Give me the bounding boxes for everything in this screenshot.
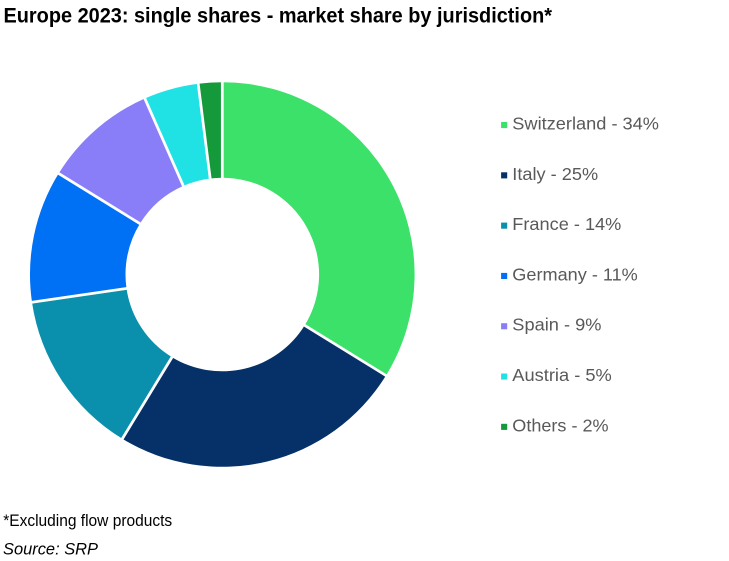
svg-text:Spain - 9%: Spain - 9% <box>512 315 601 335</box>
svg-text:Others - 2%: Others - 2% <box>512 415 609 435</box>
svg-text:Austria - 5%: Austria - 5% <box>512 365 612 385</box>
svg-text:Source: SRP: Source: SRP <box>3 539 99 558</box>
svg-text:*Excluding flow products: *Excluding flow products <box>3 511 172 530</box>
svg-text:Europe 2023: single shares - m: Europe 2023: single shares - market shar… <box>4 5 553 28</box>
svg-text:Switzerland - 34%: Switzerland - 34% <box>512 114 659 134</box>
svg-text:Germany - 11%: Germany - 11% <box>512 264 638 284</box>
svg-text:Italy - 25%: Italy - 25% <box>512 164 598 184</box>
svg-text:France - 14%: France - 14% <box>512 214 621 234</box>
